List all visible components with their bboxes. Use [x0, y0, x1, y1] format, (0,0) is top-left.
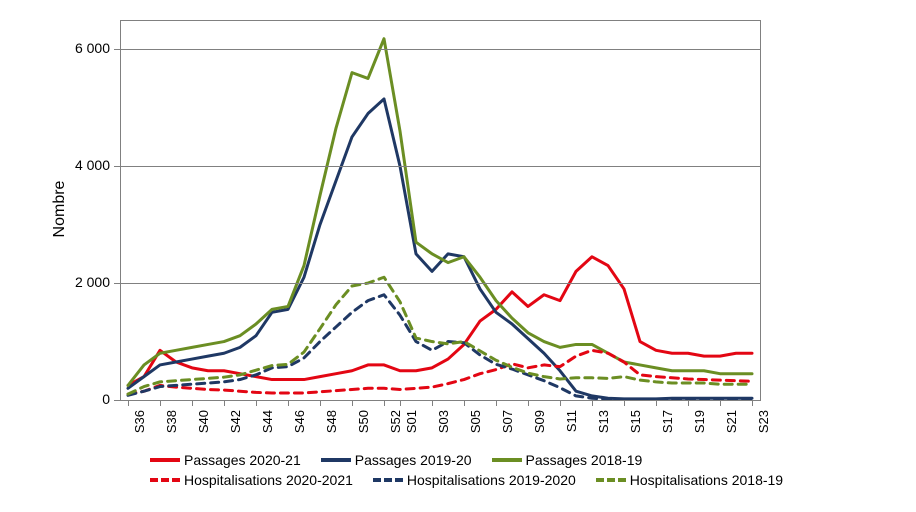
y-tick-label: 4 000	[60, 157, 110, 173]
x-tick-label: S23	[756, 410, 771, 434]
x-tick-label: S17	[660, 410, 675, 434]
x-tick-label: S07	[500, 410, 515, 434]
x-tick-mark	[464, 400, 465, 406]
legend: Passages 2020-21 Passages 2019-20 Passages…	[150, 452, 896, 492]
gridline	[120, 400, 760, 401]
x-tick-label: S21	[724, 410, 739, 434]
legend-swatch	[596, 478, 626, 482]
line-chart: Nombre 02 0004 0006 000 S36S38S40S42S44S…	[0, 0, 916, 512]
legend-label: Hospitalisations 2018-19	[630, 472, 783, 488]
x-tick-label: S03	[436, 410, 451, 434]
legend-label: Passages 2020-21	[184, 452, 301, 468]
legend-swatch	[373, 478, 403, 482]
x-tick-label: S42	[228, 410, 243, 434]
x-tick-mark	[320, 400, 321, 406]
x-tick-mark	[624, 400, 625, 406]
series-line	[128, 99, 752, 399]
x-tick-label: S19	[692, 410, 707, 434]
legend-row: Hospitalisations 2020-2021 Hospitalisatio…	[150, 472, 896, 488]
x-tick-label: S38	[164, 410, 179, 434]
chart-lines	[0, 0, 916, 512]
x-tick-label: S09	[532, 410, 547, 434]
x-tick-mark	[384, 400, 385, 406]
series-line	[128, 257, 752, 386]
x-tick-mark	[496, 400, 497, 406]
x-tick-mark	[288, 400, 289, 406]
x-tick-mark	[400, 400, 401, 406]
x-tick-label: S50	[356, 410, 371, 434]
legend-swatch	[150, 458, 180, 462]
legend-label: Passages 2019-20	[355, 452, 472, 468]
y-tick-label: 2 000	[60, 274, 110, 290]
legend-label: Hospitalisations 2020-2021	[184, 472, 353, 488]
series-line	[128, 295, 752, 400]
y-tick-label: 0	[60, 391, 110, 407]
x-tick-mark	[352, 400, 353, 406]
legend-item: Hospitalisations 2020-2021	[150, 472, 353, 488]
x-tick-mark	[224, 400, 225, 406]
y-tick-mark	[114, 400, 120, 401]
x-tick-label: S36	[132, 410, 147, 434]
y-tick-label: 6 000	[60, 40, 110, 56]
x-tick-label: S44	[260, 410, 275, 434]
x-tick-mark	[528, 400, 529, 406]
series-line	[128, 39, 752, 386]
legend-item: Hospitalisations 2019-2020	[373, 472, 576, 488]
x-tick-mark	[688, 400, 689, 406]
legend-swatch	[321, 458, 351, 462]
gridline	[120, 49, 760, 50]
legend-label: Hospitalisations 2019-2020	[407, 472, 576, 488]
x-tick-mark	[720, 400, 721, 406]
x-tick-mark	[656, 400, 657, 406]
legend-item: Passages 2019-20	[321, 452, 472, 468]
legend-swatch	[492, 458, 522, 462]
x-tick-label: S40	[196, 410, 211, 434]
x-tick-mark	[560, 400, 561, 406]
gridline	[120, 166, 760, 167]
x-tick-label: S46	[292, 410, 307, 434]
y-axis-line	[120, 20, 121, 400]
legend-swatch	[150, 478, 180, 482]
x-tick-label: S48	[324, 410, 339, 434]
legend-label: Passages 2018-19	[526, 452, 643, 468]
x-tick-label: S13	[596, 410, 611, 434]
x-tick-mark	[192, 400, 193, 406]
x-tick-mark	[128, 400, 129, 406]
x-tick-mark	[432, 400, 433, 406]
x-tick-mark	[752, 400, 753, 406]
x-tick-label: S11	[564, 410, 579, 434]
legend-item: Passages 2018-19	[492, 452, 643, 468]
gridline	[120, 283, 760, 284]
x-tick-label: S01	[404, 410, 419, 434]
x-tick-mark	[592, 400, 593, 406]
legend-item: Hospitalisations 2018-19	[596, 472, 783, 488]
legend-item: Passages 2020-21	[150, 452, 301, 468]
x-tick-label: S52	[388, 410, 403, 434]
x-tick-label: S05	[468, 410, 483, 434]
legend-row: Passages 2020-21 Passages 2019-20 Passages…	[150, 452, 896, 468]
x-tick-mark	[256, 400, 257, 406]
x-tick-mark	[160, 400, 161, 406]
x-tick-label: S15	[628, 410, 643, 434]
